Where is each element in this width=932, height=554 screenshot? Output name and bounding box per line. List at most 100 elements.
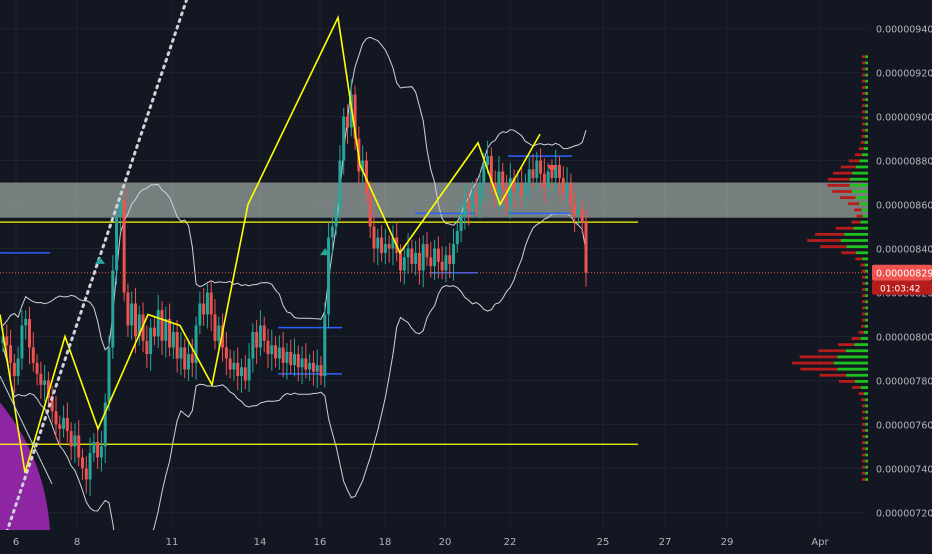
candle-body (478, 182, 482, 205)
candle-body (43, 380, 47, 385)
volume-bar-sell (862, 79, 866, 83)
candle-body (258, 325, 262, 348)
candle-body (205, 292, 209, 315)
volume-bar-buy (864, 263, 868, 267)
volume-bar-sell (861, 269, 866, 273)
volume-bar-sell (848, 202, 860, 206)
volume-bar-buy (865, 441, 868, 445)
volume-bar-buy (865, 85, 868, 89)
volume-bar-sell (838, 379, 855, 383)
volume-bar-buy (855, 165, 868, 169)
bollinger-upper (2, 36, 587, 351)
volume-bar-buy (865, 429, 868, 432)
y-tick-label: 0.00000900 (876, 113, 932, 124)
candle-body (58, 424, 62, 429)
volume-bar-buy (865, 275, 868, 279)
volume-bar-buy (865, 312, 868, 316)
volume-bar-sell (835, 226, 854, 230)
volume-bar-sell (861, 422, 866, 426)
candle-body (546, 171, 550, 187)
candle-body (73, 435, 77, 447)
candle-body (194, 325, 198, 363)
signal-markers (95, 164, 557, 264)
candle-body (168, 318, 172, 348)
volume-bar-buy (865, 306, 868, 310)
volume-bar-sell (861, 110, 866, 114)
volume-bar-sell (856, 214, 863, 218)
candle-body (569, 182, 573, 205)
candle-body (406, 248, 410, 258)
y-tick-label: 0.00000760 (876, 420, 932, 431)
candle-body (516, 182, 520, 192)
candle-body (289, 351, 293, 366)
candle-body (122, 200, 126, 293)
candle-body (149, 327, 153, 355)
volume-bar-buy (865, 404, 868, 408)
candle-body (118, 200, 122, 216)
y-tick-label: 0.00000800 (876, 332, 932, 343)
volume-bar-buy (833, 361, 868, 365)
volume-bar-buy (852, 171, 868, 175)
y-tick-label: 0.00000880 (876, 157, 932, 168)
candle-body (448, 255, 452, 264)
x-tick-label: 6 (13, 537, 19, 548)
buy-arrow-icon (95, 256, 105, 264)
candle-body (501, 171, 505, 187)
volume-bar-buy (862, 214, 868, 218)
volume-profile (792, 55, 868, 481)
x-tick-label: 16 (314, 537, 327, 548)
candle-body (429, 257, 433, 267)
candle-body (554, 164, 558, 179)
buy-arrow-icon (320, 248, 330, 256)
y-tick-label: 0.00000740 (876, 464, 932, 475)
volume-bar-sell (861, 300, 866, 304)
candle-body (255, 332, 259, 348)
x-tick-label: 22 (504, 537, 517, 548)
volume-bar-sell (848, 159, 860, 163)
dotted-trend (0, 0, 189, 554)
x-tick-label: 8 (74, 537, 80, 548)
volume-bar-buy (860, 386, 868, 389)
y-tick-label: 0.00000720 (876, 508, 932, 519)
volume-bar-sell (862, 55, 866, 59)
candle-body (145, 340, 149, 355)
x-axis-bg (0, 530, 932, 550)
volume-bar-buy (863, 147, 868, 151)
volume-bar-buy (854, 379, 868, 383)
candle-body (266, 340, 270, 355)
volume-bar-buy (864, 141, 868, 144)
candle-body (270, 345, 274, 355)
candle-body (391, 237, 395, 249)
volume-bar-buy (865, 67, 868, 71)
volume-bar-sell (862, 453, 866, 457)
candle-body (224, 347, 228, 359)
volume-bar-sell (862, 98, 866, 101)
volume-bar-sell (858, 392, 864, 396)
volume-bar-sell (858, 147, 864, 151)
volume-bar-buy (860, 220, 868, 224)
volume-bar-buy (837, 355, 868, 359)
volume-bar-sell (862, 441, 866, 445)
candle-body (92, 442, 96, 454)
candle-body (77, 435, 81, 458)
volume-bar-buy (865, 116, 868, 120)
volume-bar-buy (849, 177, 868, 181)
y-tick-label: 0.00000940 (876, 25, 932, 36)
x-tick-label: 29 (721, 537, 734, 548)
fib-arc (0, 402, 50, 530)
countdown-text: 01:03:42 (880, 285, 920, 295)
volume-bar-sell (854, 208, 862, 212)
candle-body (338, 160, 342, 209)
x-tick-label: Apr (811, 537, 829, 548)
candle-body (164, 318, 168, 341)
candle-body (12, 362, 16, 377)
volume-bar-sell (851, 337, 861, 340)
volume-bar-sell (815, 232, 845, 236)
candle-body (217, 325, 221, 341)
candle-body (50, 398, 54, 412)
volume-bar-buy (865, 471, 868, 475)
volume-bar-buy (865, 465, 868, 469)
bollinger-lower (2, 213, 587, 554)
